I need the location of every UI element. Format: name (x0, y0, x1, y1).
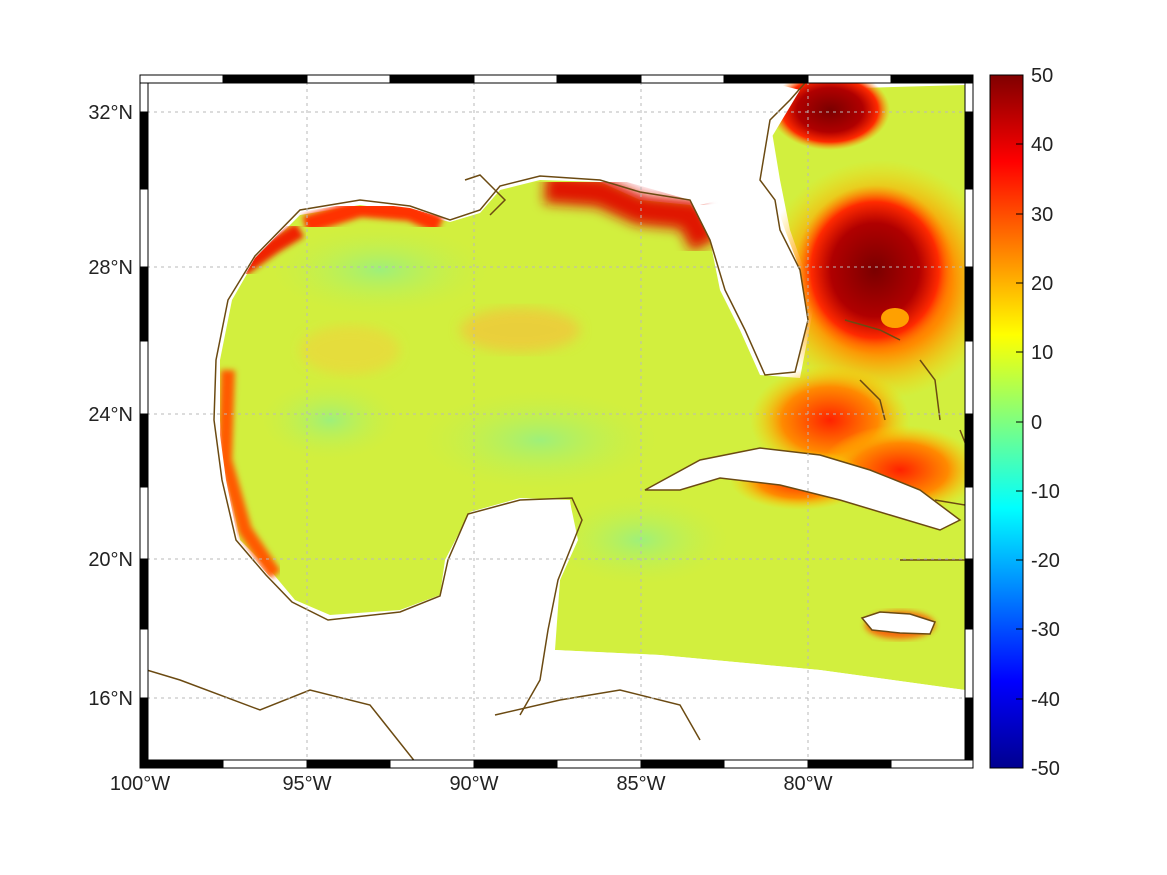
florida-land (620, 80, 808, 372)
jamaica-land (860, 611, 937, 635)
lat-label: 20°N (88, 549, 133, 571)
coastal-band (543, 173, 719, 252)
lat-label: 16°N (88, 688, 133, 710)
cool-patch (260, 380, 400, 460)
cuba-land (644, 447, 962, 531)
coastline-layer (140, 75, 973, 768)
cool-patch (270, 225, 490, 315)
us-gulf-coastline (213, 75, 813, 716)
warm-patch (300, 325, 400, 375)
frame-border (139, 74, 974, 769)
colorbar-label: 30 (1031, 204, 1053, 226)
lon-label: 95°W (282, 773, 331, 795)
lat-label: 24°N (88, 404, 133, 426)
colorbar-label: 50 (1031, 65, 1053, 87)
honduras-coastline (494, 689, 701, 741)
lat-label: 28°N (88, 257, 133, 279)
map-grid (140, 75, 973, 768)
colorbar-label: -30 (1031, 619, 1060, 641)
warm-patch (460, 308, 580, 352)
bahamas-coastline (844, 319, 969, 451)
longitude-labels: 100°W 95°W 90°W 85°W 80°W (110, 773, 833, 795)
colorbar-label: 20 (1031, 273, 1053, 295)
hot-zone (770, 75, 890, 150)
lon-label: 80°W (783, 773, 832, 795)
field-layer (140, 75, 973, 768)
hot-zone-core (795, 185, 955, 355)
colorbar-label: -20 (1031, 550, 1060, 572)
latitude-labels: 32°N 28°N 24°N 20°N 16°N (88, 102, 133, 710)
coastal-band (302, 198, 444, 234)
colorbar-label: 10 (1031, 342, 1053, 364)
lon-label: 90°W (449, 773, 498, 795)
colorbar-ticks (1016, 143, 1023, 700)
lat-label: 32°N (88, 102, 133, 124)
coastal-band (217, 369, 281, 579)
lower-white (140, 650, 973, 768)
lon-label: 100°W (110, 773, 170, 795)
colorbar-label: -40 (1031, 689, 1060, 711)
eye (881, 308, 909, 328)
colorbar-label: -50 (1031, 758, 1060, 780)
usa-land (140, 75, 700, 768)
cool-patch (550, 495, 730, 585)
colorbar-labels: 50 40 30 20 10 0 -10 -20 -30 -40 -50 (1031, 65, 1060, 780)
lon-label: 85°W (616, 773, 665, 795)
colorbar-label: 0 (1031, 412, 1042, 434)
colorbar-label: -10 (1031, 481, 1060, 503)
colorbar-label: 40 (1031, 134, 1053, 156)
cool-patch (420, 390, 660, 490)
central-america-coastline (140, 667, 421, 768)
mississippi-delta (464, 174, 507, 216)
